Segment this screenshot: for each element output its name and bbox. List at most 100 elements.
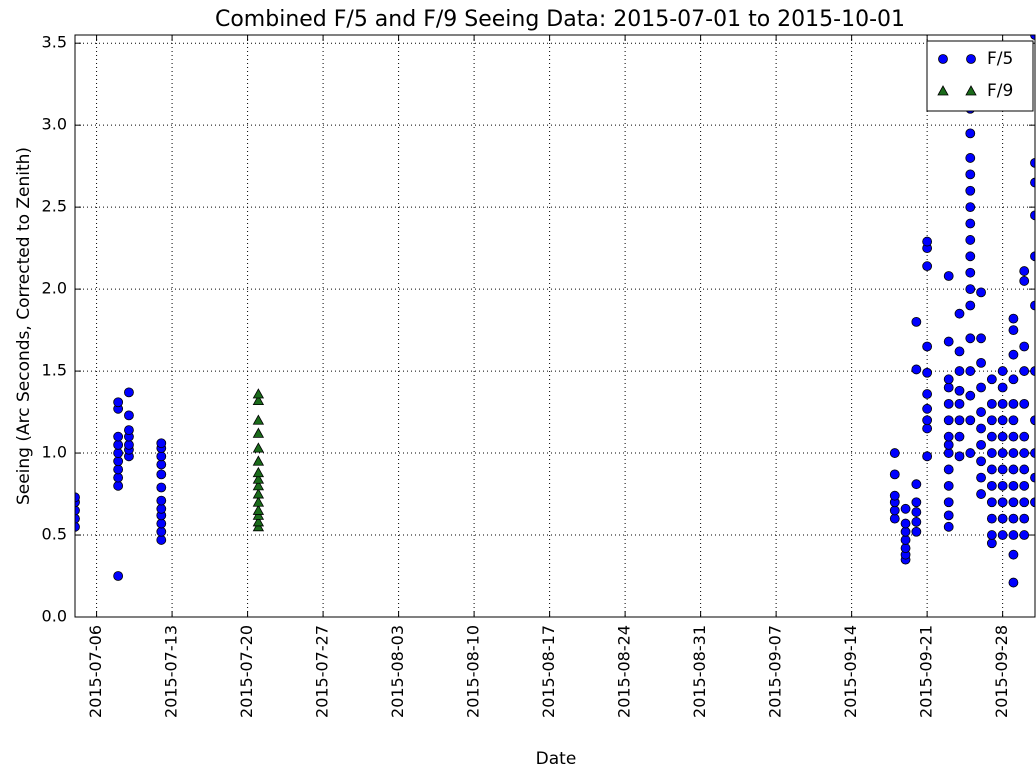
y-tick-label: 2.5 <box>42 197 67 216</box>
point <box>922 367 933 378</box>
point <box>1008 577 1019 588</box>
point <box>113 431 124 442</box>
point <box>252 455 265 466</box>
point <box>113 439 124 450</box>
point <box>986 448 997 458</box>
point <box>1030 35 1035 40</box>
point <box>954 398 965 409</box>
point <box>911 497 922 508</box>
point <box>954 366 965 376</box>
point <box>252 414 265 425</box>
point <box>1030 472 1035 483</box>
point <box>986 431 997 442</box>
point <box>965 284 976 295</box>
point <box>986 415 997 426</box>
point <box>922 341 933 352</box>
point <box>156 469 167 480</box>
point <box>986 497 997 508</box>
point <box>1008 325 1019 335</box>
point <box>156 526 167 537</box>
point <box>976 357 986 368</box>
chart-title: Combined F/5 and F/9 Seeing Data: 2015-0… <box>215 7 905 32</box>
point <box>1008 415 1019 426</box>
point <box>976 333 986 344</box>
x-tick-label: 2015-08-03 <box>388 625 407 718</box>
x-tick-label: 2015-08-17 <box>539 625 558 718</box>
point <box>113 448 124 458</box>
point <box>954 451 965 462</box>
point <box>1008 464 1019 475</box>
point <box>156 482 167 493</box>
point <box>943 336 954 347</box>
point <box>1008 448 1019 458</box>
point <box>976 423 986 434</box>
point <box>965 267 976 278</box>
point <box>889 448 900 458</box>
point <box>922 236 933 247</box>
legend-box <box>926 40 1034 112</box>
point <box>943 448 954 458</box>
point <box>1008 349 1019 360</box>
point <box>1008 313 1019 324</box>
point <box>965 218 976 229</box>
point <box>976 456 986 467</box>
point <box>1008 513 1019 524</box>
point <box>75 513 80 524</box>
point <box>1030 448 1035 458</box>
point <box>986 513 997 524</box>
point <box>911 364 922 375</box>
point <box>1008 398 1019 409</box>
point <box>1030 497 1035 508</box>
point <box>997 530 1008 540</box>
point <box>1008 549 1019 560</box>
point <box>1019 497 1030 508</box>
x-tick-label: 2015-07-13 <box>162 625 181 718</box>
point <box>911 517 922 527</box>
point <box>1019 341 1030 352</box>
point <box>954 431 965 442</box>
point <box>900 535 911 545</box>
point <box>252 516 265 527</box>
point <box>1019 366 1030 376</box>
point <box>954 385 965 396</box>
point <box>1030 210 1035 221</box>
point <box>954 415 965 426</box>
point <box>1030 251 1035 262</box>
point <box>965 202 976 213</box>
point <box>976 472 986 483</box>
point <box>889 505 900 516</box>
x-tick-label: 2015-09-21 <box>917 625 936 718</box>
point <box>252 521 265 532</box>
point <box>997 513 1008 524</box>
point <box>922 423 933 434</box>
point <box>976 407 986 417</box>
point <box>252 504 265 515</box>
point <box>1030 415 1035 426</box>
point <box>997 497 1008 508</box>
x-tick-label: 2015-09-07 <box>766 625 785 718</box>
point <box>976 439 986 450</box>
point <box>986 398 997 409</box>
point <box>1019 431 1030 442</box>
point <box>997 398 1008 409</box>
point <box>1019 398 1030 409</box>
point <box>965 235 976 245</box>
legend-marker <box>966 54 976 64</box>
plot-area <box>75 35 1035 588</box>
point <box>922 403 933 414</box>
plot-frame <box>74 34 1036 618</box>
point <box>156 438 167 449</box>
point <box>252 509 265 520</box>
x-tick-label: 2015-09-14 <box>841 625 860 718</box>
point <box>156 451 167 462</box>
point <box>900 526 911 537</box>
point <box>943 439 954 450</box>
point <box>75 505 80 516</box>
point <box>965 169 976 180</box>
y-tick-label: 3.5 <box>42 33 67 52</box>
point <box>252 496 265 507</box>
point <box>252 442 265 453</box>
point <box>986 464 997 475</box>
point <box>976 287 986 298</box>
point <box>986 530 997 540</box>
